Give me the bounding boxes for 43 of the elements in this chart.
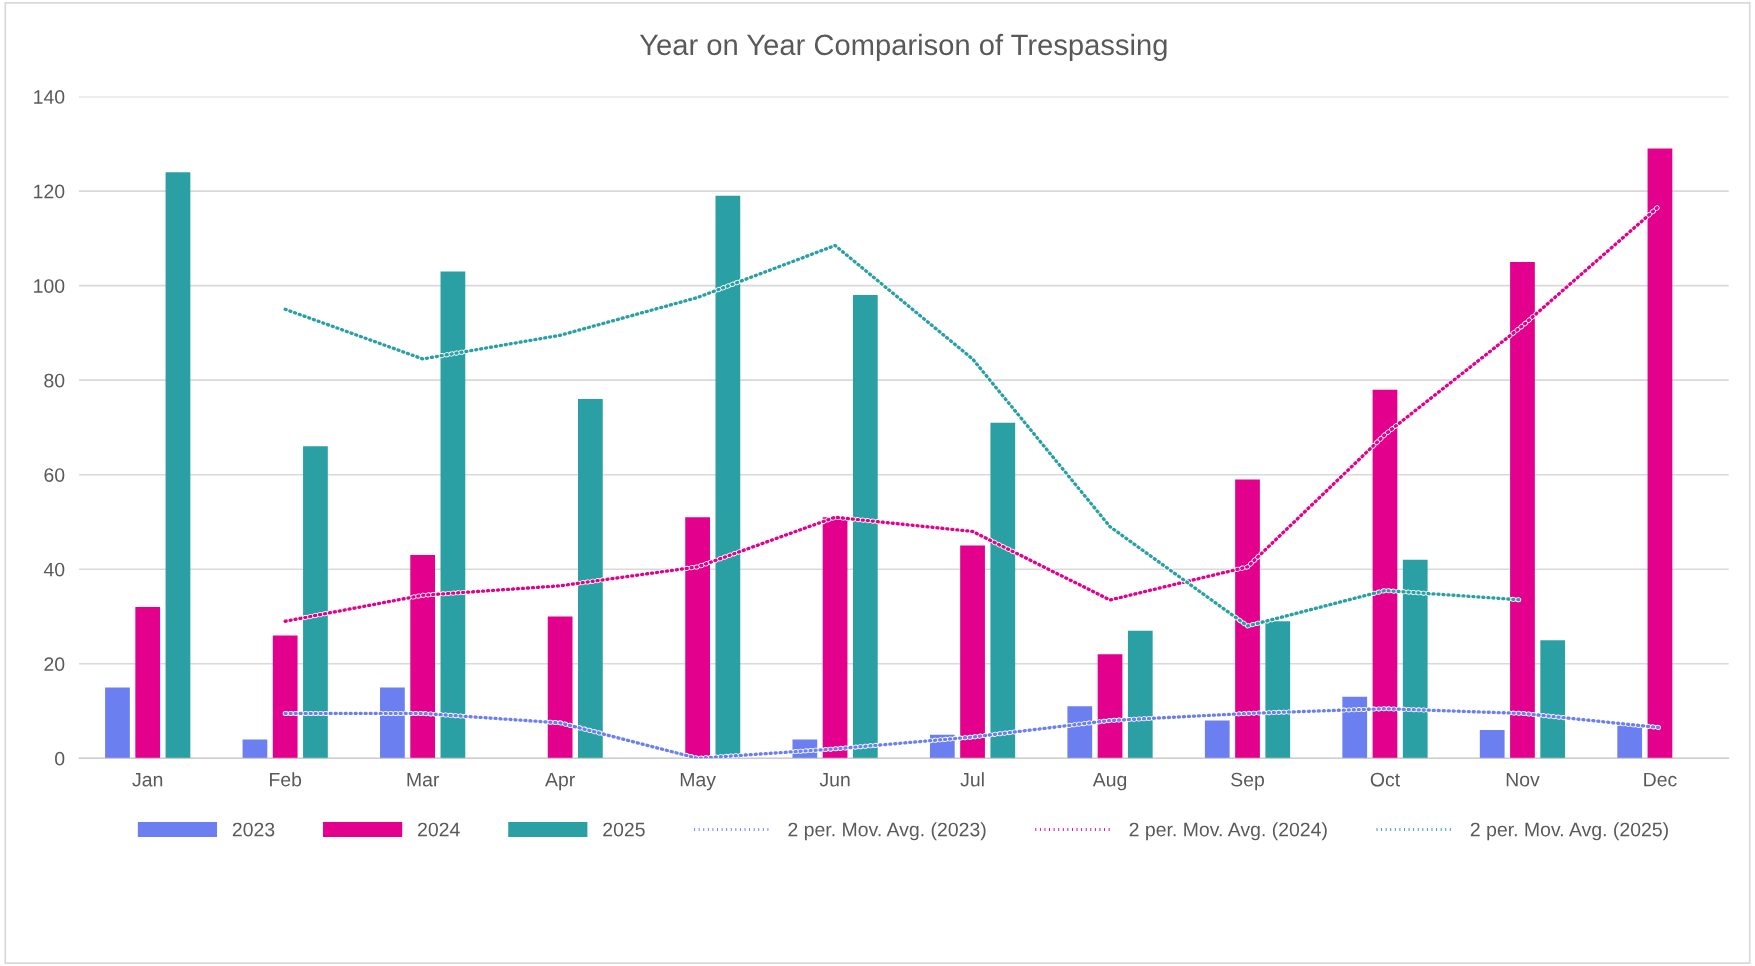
x-tick-label: May (680, 772, 716, 791)
chart-title: Year on Year Comparison of Trespassing (639, 33, 1167, 61)
x-tick-label: Jun (819, 772, 850, 787)
bar (303, 446, 328, 759)
x-tick-label: Feb (270, 772, 302, 787)
bar (852, 295, 878, 759)
legend-label: 2024 (418, 822, 460, 837)
x-tick-label: Aug (1092, 772, 1127, 791)
x-tick-label: Jul (960, 772, 984, 787)
x-tick-label: Jan (132, 772, 163, 787)
bar (135, 607, 161, 759)
bar (1127, 630, 1153, 759)
x-tick-label: Oct (1370, 772, 1400, 787)
y-tick-label: 140 (34, 90, 65, 104)
x-tick-label: Mar (407, 772, 440, 787)
legend-label: 2 per. Mov. Avg. (2024) (1129, 822, 1327, 841)
bar (242, 739, 268, 759)
x-tick-label: Nov (1506, 772, 1540, 787)
bar (165, 172, 191, 759)
y-tick-label: 60 (44, 468, 65, 482)
legend-label: 2025 (603, 822, 645, 837)
y-tick-label: 0 (55, 751, 65, 766)
y-tick-label: 40 (43, 562, 65, 577)
bar (960, 545, 985, 759)
x-tick-label: Sep (1231, 772, 1264, 791)
bar (1479, 729, 1505, 759)
legend-label: 2 per. Mov. Avg. (2023) (788, 822, 986, 841)
legend-label: 2 per. Mov. Avg. (2025) (1470, 822, 1668, 841)
bar (1204, 720, 1230, 759)
bar (547, 616, 573, 759)
bar (1097, 654, 1123, 759)
bar (272, 635, 298, 759)
bar (578, 399, 603, 759)
x-tick-label: Dec (1644, 772, 1677, 787)
y-tick-label: 100 (34, 279, 65, 293)
y-tick-label: 80 (44, 373, 65, 388)
bar (1540, 640, 1566, 759)
legend-label: 2023 (232, 822, 275, 837)
bar (105, 687, 130, 759)
y-tick-label: 120 (34, 184, 65, 199)
x-tick-label: Apr (545, 772, 575, 791)
y-tick-label: 20 (44, 657, 65, 672)
bar (990, 422, 1016, 759)
